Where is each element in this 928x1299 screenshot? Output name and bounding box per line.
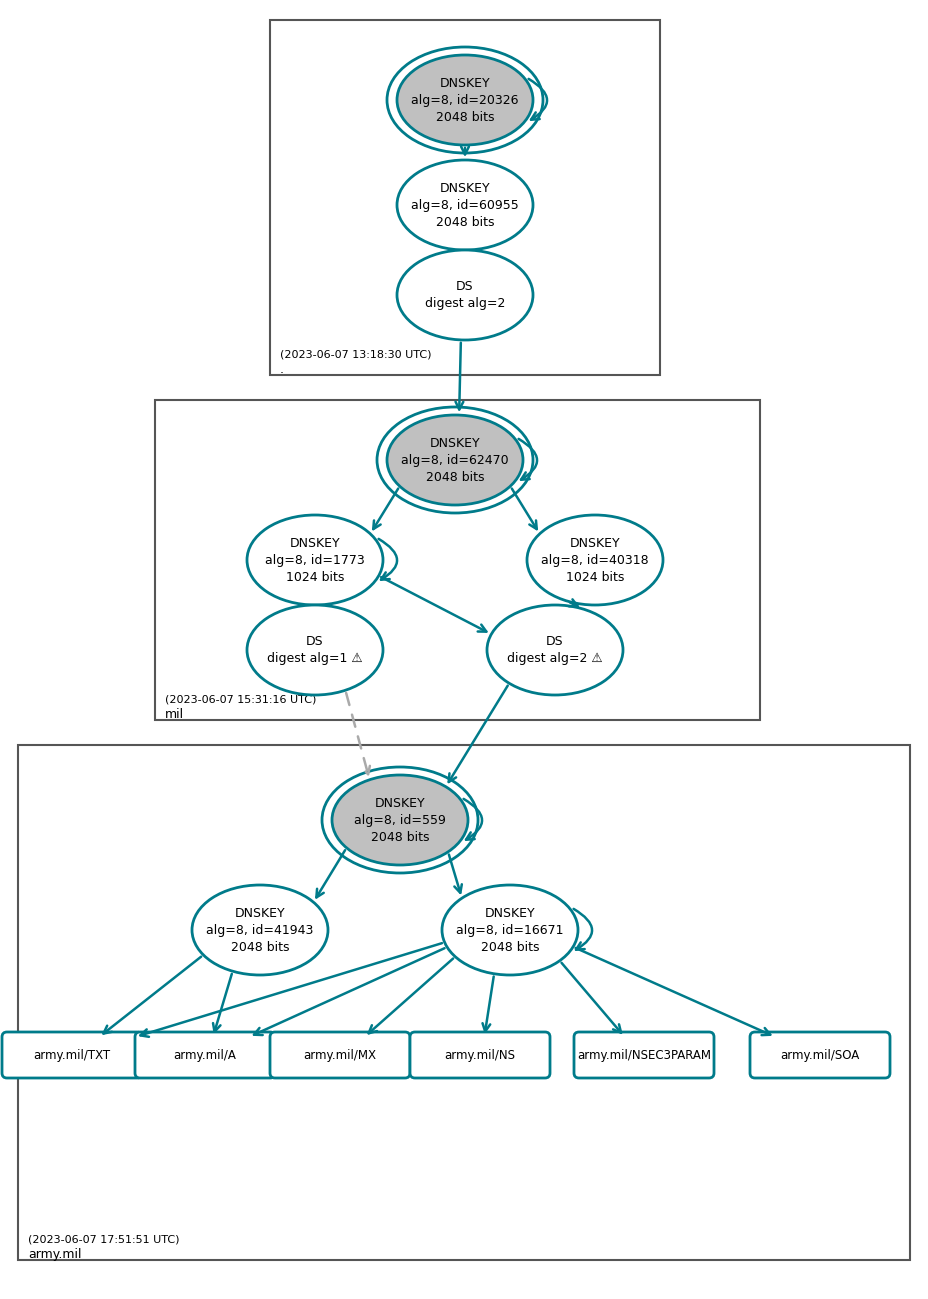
- Text: DS
digest alg=2: DS digest alg=2: [424, 281, 505, 310]
- Ellipse shape: [387, 414, 522, 505]
- Text: DS
digest alg=1 ⚠: DS digest alg=1 ⚠: [267, 635, 363, 665]
- Ellipse shape: [396, 55, 533, 145]
- Text: DNSKEY
alg=8, id=62470
2048 bits: DNSKEY alg=8, id=62470 2048 bits: [401, 436, 509, 483]
- FancyArrowPatch shape: [463, 799, 482, 839]
- Text: army.mil/SOA: army.mil/SOA: [780, 1048, 858, 1061]
- Text: DNSKEY
alg=8, id=16671
2048 bits: DNSKEY alg=8, id=16671 2048 bits: [456, 907, 563, 953]
- Ellipse shape: [247, 605, 382, 695]
- FancyBboxPatch shape: [574, 1031, 714, 1078]
- Ellipse shape: [442, 885, 577, 976]
- Text: DNSKEY
alg=8, id=1773
1024 bits: DNSKEY alg=8, id=1773 1024 bits: [264, 536, 365, 583]
- Ellipse shape: [331, 776, 468, 865]
- Text: army.mil/MX: army.mil/MX: [303, 1048, 376, 1061]
- Text: army.mil: army.mil: [28, 1248, 82, 1261]
- FancyBboxPatch shape: [749, 1031, 889, 1078]
- Text: DNSKEY
alg=8, id=40318
1024 bits: DNSKEY alg=8, id=40318 1024 bits: [541, 536, 648, 583]
- Ellipse shape: [396, 249, 533, 340]
- Bar: [155, 400, 759, 720]
- Ellipse shape: [486, 605, 623, 695]
- Bar: [18, 746, 909, 1260]
- Bar: [270, 19, 659, 375]
- FancyArrowPatch shape: [379, 539, 396, 579]
- Text: (2023-06-07 13:18:30 UTC): (2023-06-07 13:18:30 UTC): [279, 349, 431, 359]
- FancyArrowPatch shape: [518, 439, 536, 479]
- Text: mil: mil: [165, 708, 184, 721]
- Text: army.mil/TXT: army.mil/TXT: [33, 1048, 110, 1061]
- Text: army.mil/NSEC3PARAM: army.mil/NSEC3PARAM: [576, 1048, 710, 1061]
- FancyArrowPatch shape: [528, 79, 547, 120]
- FancyBboxPatch shape: [2, 1031, 142, 1078]
- Text: DS
digest alg=2 ⚠: DS digest alg=2 ⚠: [507, 635, 602, 665]
- Text: (2023-06-07 15:31:16 UTC): (2023-06-07 15:31:16 UTC): [165, 694, 316, 704]
- Text: .: .: [279, 362, 284, 375]
- Ellipse shape: [526, 514, 663, 605]
- Text: DNSKEY
alg=8, id=559
2048 bits: DNSKEY alg=8, id=559 2048 bits: [354, 796, 445, 843]
- FancyBboxPatch shape: [270, 1031, 409, 1078]
- FancyArrowPatch shape: [573, 909, 591, 950]
- Text: DNSKEY
alg=8, id=41943
2048 bits: DNSKEY alg=8, id=41943 2048 bits: [206, 907, 314, 953]
- Text: army.mil/A: army.mil/A: [174, 1048, 237, 1061]
- Ellipse shape: [396, 160, 533, 249]
- Ellipse shape: [247, 514, 382, 605]
- Text: DNSKEY
alg=8, id=20326
2048 bits: DNSKEY alg=8, id=20326 2048 bits: [411, 77, 518, 123]
- Text: DNSKEY
alg=8, id=60955
2048 bits: DNSKEY alg=8, id=60955 2048 bits: [411, 182, 519, 229]
- FancyBboxPatch shape: [135, 1031, 275, 1078]
- Text: army.mil/NS: army.mil/NS: [444, 1048, 515, 1061]
- Text: (2023-06-07 17:51:51 UTC): (2023-06-07 17:51:51 UTC): [28, 1234, 179, 1244]
- FancyBboxPatch shape: [409, 1031, 549, 1078]
- Ellipse shape: [192, 885, 328, 976]
